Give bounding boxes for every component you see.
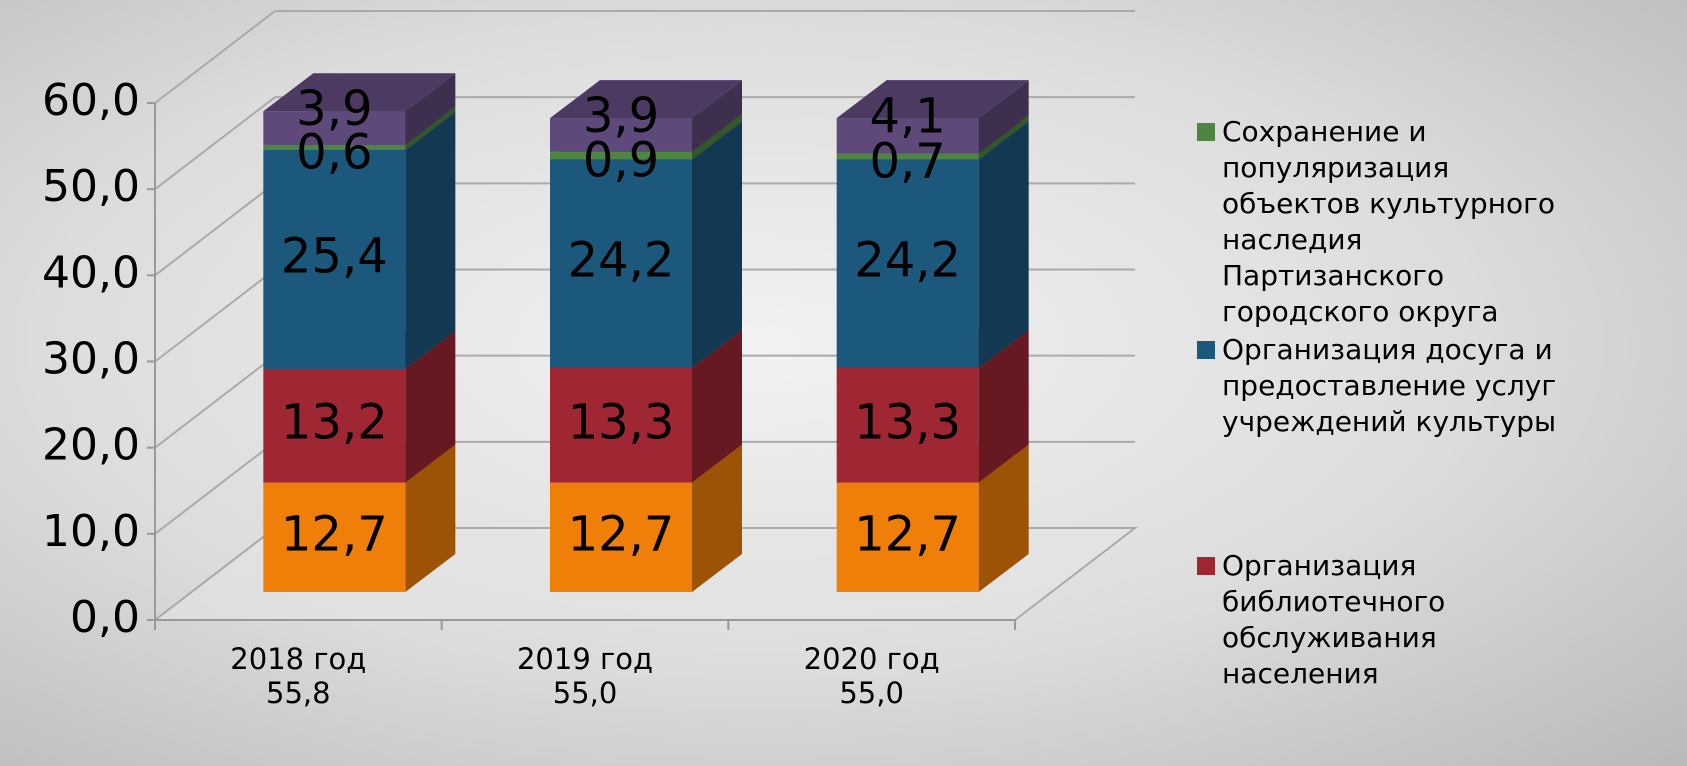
value-label: 12,7 (854, 506, 961, 562)
x-tick-label: 2019 год 55,0 (516, 642, 654, 710)
bar-side (405, 106, 456, 150)
x-tick-label: 2018 год 55,8 (230, 642, 367, 710)
bar-side (405, 444, 456, 592)
bar-side (405, 330, 456, 483)
bar-top (263, 73, 456, 112)
grid-line (154, 96, 276, 190)
value-label: 13,2 (281, 395, 388, 451)
bar-side (978, 121, 1029, 368)
bar-side (692, 80, 742, 152)
bar-top (836, 80, 1029, 119)
value-label: 3,9 (296, 81, 372, 137)
bar-side (978, 80, 1029, 154)
value-label: 4,1 (869, 89, 945, 145)
legend-swatch (1197, 123, 1215, 141)
value-label: 24,2 (568, 233, 675, 289)
bar-side (978, 115, 1029, 160)
bar-side (978, 444, 1029, 592)
bar-side (692, 444, 742, 592)
value-label: 12,7 (568, 506, 675, 562)
value-label: 24,2 (854, 233, 961, 289)
bar (550, 482, 692, 592)
grid-line (154, 354, 276, 449)
bar-side (692, 113, 742, 160)
legend-label: Организация библиотечного обслуживания н… (1222, 549, 1446, 690)
bar (550, 151, 692, 160)
bar (836, 159, 979, 368)
bar-side (405, 73, 456, 145)
bar (836, 153, 979, 160)
bar-side (978, 329, 1029, 483)
y-tick-label: 0,0 (70, 592, 140, 643)
y-tick-label: 40,0 (42, 247, 140, 298)
bar-side (405, 111, 456, 369)
value-label: 12,7 (281, 506, 388, 562)
grid-line (154, 10, 276, 104)
bar (263, 482, 406, 592)
bar (836, 367, 979, 483)
bar (263, 144, 406, 150)
grid-line (154, 182, 276, 277)
legend-label: Сохранение и популяризация объектов куль… (1222, 115, 1555, 328)
y-tick-label: 60,0 (42, 75, 140, 126)
grid-line (154, 441, 276, 535)
legend-label: Организация досуга и предоставление услу… (1222, 333, 1557, 438)
bar (550, 159, 692, 368)
value-label: 0,7 (869, 133, 945, 189)
bar-side (692, 121, 742, 368)
bar (263, 368, 406, 483)
y-tick-label: 30,0 (42, 334, 140, 385)
bar (550, 367, 692, 483)
value-label: 13,3 (568, 394, 675, 450)
legend-swatch (1197, 557, 1215, 575)
value-label: 0,6 (296, 124, 372, 180)
value-label: 13,3 (854, 394, 961, 450)
bar-top (550, 80, 742, 119)
x-tick-label: 2020 год 55,0 (803, 642, 940, 710)
y-tick-label: 50,0 (42, 161, 140, 212)
bar (263, 111, 406, 145)
bar-side (692, 329, 742, 483)
grid-line (154, 268, 276, 363)
bar (550, 118, 692, 152)
bar (263, 149, 406, 369)
value-label: 25,4 (281, 228, 388, 284)
value-label: 0,9 (583, 133, 659, 189)
y-tick-label: 20,0 (42, 420, 140, 471)
bar (836, 482, 979, 592)
value-label: 3,9 (583, 88, 659, 144)
legend-swatch (1197, 341, 1215, 359)
bar (836, 118, 979, 154)
y-tick-label: 10,0 (42, 506, 140, 557)
